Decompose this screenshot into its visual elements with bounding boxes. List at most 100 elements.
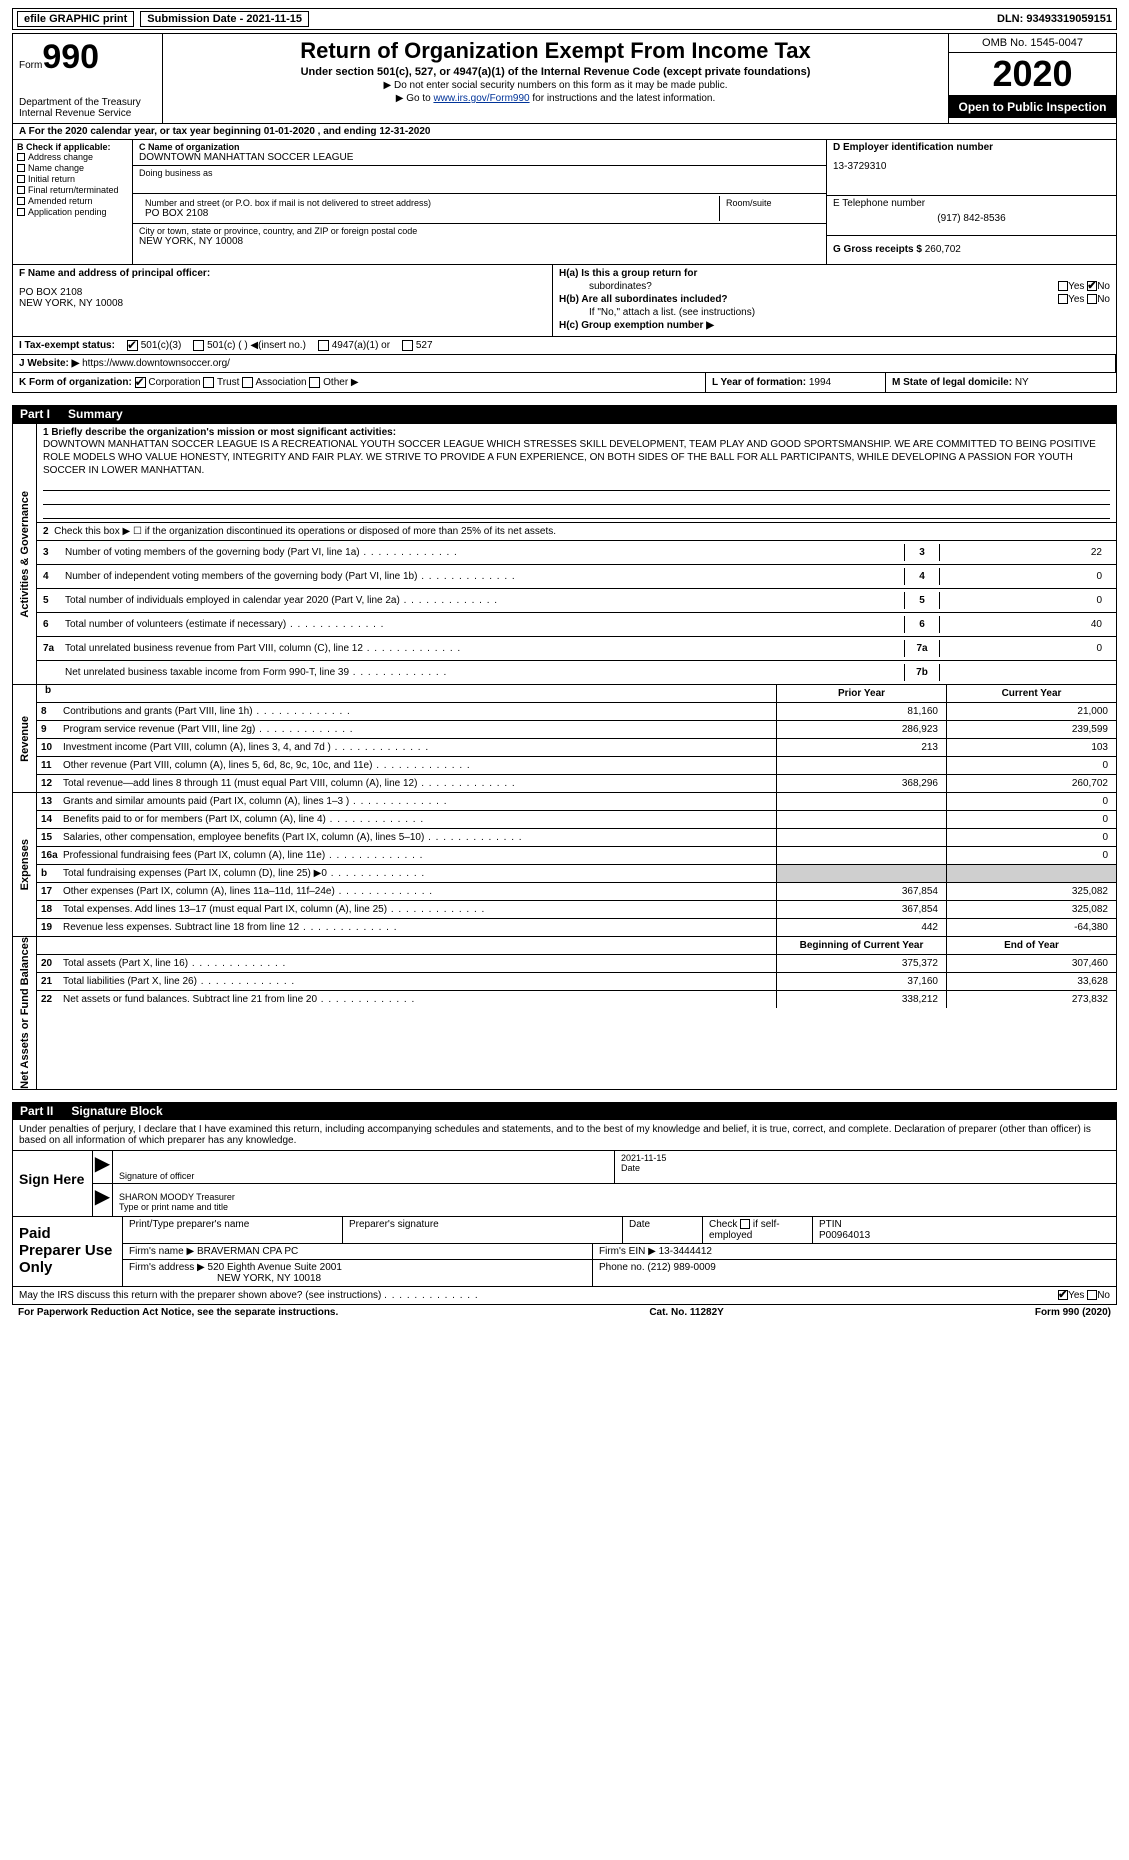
- hb-no[interactable]: [1087, 294, 1097, 304]
- fin-head-spacer: b: [37, 685, 776, 702]
- current-val: 307,460: [946, 955, 1116, 972]
- firm-ein-label: Firm's EIN ▶: [599, 1246, 656, 1257]
- efile-label: efile GRAPHIC print: [17, 11, 134, 27]
- part2-title: Signature Block: [71, 1104, 162, 1118]
- top-bar: efile GRAPHIC print Submission Date - 20…: [12, 8, 1117, 30]
- fin-row: 20Total assets (Part X, line 16)375,3723…: [37, 955, 1116, 973]
- fin-row: 11Other revenue (Part VIII, column (A), …: [37, 757, 1116, 775]
- prep-check-label: Check: [709, 1219, 737, 1230]
- row-desc: Program service revenue (Part VIII, line…: [59, 721, 776, 738]
- row-desc: Total fundraising expenses (Part IX, col…: [59, 865, 776, 882]
- gov-row: 4Number of independent voting members of…: [37, 565, 1116, 589]
- current-val: 0: [946, 757, 1116, 774]
- k-label: K Form of organization:: [19, 377, 132, 388]
- tax-period: A For the 2020 calendar year, or tax yea…: [19, 126, 430, 137]
- opt-4947: 4947(a)(1) or: [332, 340, 390, 351]
- chk-other[interactable]: [309, 377, 320, 388]
- prior-val: [776, 811, 946, 828]
- row-num: 8: [37, 703, 59, 720]
- prior-val: 442: [776, 919, 946, 936]
- chk-address-change[interactable]: Address change: [17, 152, 128, 162]
- firm-ein: 13-3444412: [659, 1246, 712, 1257]
- row-num: b: [37, 865, 59, 882]
- blank-line: [43, 479, 1110, 491]
- fin-row: 16aProfessional fundraising fees (Part I…: [37, 847, 1116, 865]
- k-other: Other ▶: [323, 377, 358, 388]
- vert-netassets: Net Assets or Fund Balances: [13, 937, 37, 1089]
- chk-501c3[interactable]: [127, 340, 138, 351]
- irs-link[interactable]: www.irs.gov/Form990: [433, 93, 529, 104]
- firm-name-label: Firm's name ▶: [129, 1246, 194, 1257]
- chk-label: Amended return: [28, 196, 93, 206]
- chk-assoc[interactable]: [242, 377, 253, 388]
- line2-text: Check this box ▶ ☐ if the organization d…: [54, 526, 556, 537]
- hb-yes[interactable]: [1058, 294, 1068, 304]
- vert-expenses: Expenses: [13, 793, 37, 936]
- m-label: M State of legal domicile:: [892, 377, 1012, 388]
- form-title: Return of Organization Exempt From Incom…: [171, 38, 940, 64]
- row-num: 16a: [37, 847, 59, 864]
- current-val: 273,832: [946, 991, 1116, 1008]
- vert-gov-text: Activities & Governance: [19, 491, 31, 618]
- chk-initial-return[interactable]: Initial return: [17, 174, 128, 184]
- chk-amended-return[interactable]: Amended return: [17, 196, 128, 206]
- chk-name-change[interactable]: Name change: [17, 163, 128, 173]
- open-inspection: Open to Public Inspection: [949, 96, 1116, 118]
- prior-val: 338,212: [776, 991, 946, 1008]
- firm-addr2: NEW YORK, NY 10018: [217, 1273, 321, 1284]
- j-label: J Website: ▶: [19, 358, 79, 369]
- discuss-no[interactable]: [1087, 1290, 1097, 1300]
- chk-trust[interactable]: [203, 377, 214, 388]
- current-val: [946, 865, 1116, 882]
- prep-self-chk[interactable]: [740, 1219, 750, 1229]
- row-desc: Net assets or fund balances. Subtract li…: [59, 991, 776, 1008]
- org-city: NEW YORK, NY 10008: [139, 236, 820, 247]
- fin-row: 8Contributions and grants (Part VIII, li…: [37, 703, 1116, 721]
- row-desc: Professional fundraising fees (Part IX, …: [59, 847, 776, 864]
- submission-date: Submission Date - 2021-11-15: [140, 11, 309, 27]
- chk-final-return[interactable]: Final return/terminated: [17, 185, 128, 195]
- ha-yes[interactable]: [1058, 281, 1068, 291]
- tax-year: 2020: [949, 53, 1116, 96]
- ha-no[interactable]: [1087, 281, 1097, 291]
- discuss-yes[interactable]: [1058, 1290, 1068, 1300]
- chk-label: Final return/terminated: [28, 185, 119, 195]
- fin-row: bTotal fundraising expenses (Part IX, co…: [37, 865, 1116, 883]
- row-num: 17: [37, 883, 59, 900]
- fin-row: 17Other expenses (Part IX, column (A), l…: [37, 883, 1116, 901]
- current-val: 0: [946, 847, 1116, 864]
- row-num: 19: [37, 919, 59, 936]
- chk-501c[interactable]: [193, 340, 204, 351]
- fin-row: 18Total expenses. Add lines 13–17 (must …: [37, 901, 1116, 919]
- row-desc: Total number of volunteers (estimate if …: [65, 619, 904, 630]
- fin-row: 9Program service revenue (Part VIII, lin…: [37, 721, 1116, 739]
- current-val: 260,702: [946, 775, 1116, 792]
- room-label: Room/suite: [726, 198, 814, 208]
- form-num: 990: [42, 38, 99, 76]
- prior-val: 286,923: [776, 721, 946, 738]
- chk-4947[interactable]: [318, 340, 329, 351]
- prior-val: 375,372: [776, 955, 946, 972]
- c-name-label: C Name of organization: [139, 142, 820, 152]
- prior-val: [776, 847, 946, 864]
- current-val: 103: [946, 739, 1116, 756]
- opt-527: 527: [416, 340, 433, 351]
- sig-arrow-icon: ▶: [93, 1151, 113, 1183]
- row-ref: 4: [904, 568, 940, 585]
- chk-corp[interactable]: [135, 377, 146, 388]
- current-val: 325,082: [946, 883, 1116, 900]
- chk-application-pending[interactable]: Application pending: [17, 207, 128, 217]
- form-note2: ▶ Go to www.irs.gov/Form990 for instruct…: [171, 93, 940, 104]
- ptin-value: P00964013: [819, 1230, 870, 1241]
- chk-527[interactable]: [402, 340, 413, 351]
- prior-val: 368,296: [776, 775, 946, 792]
- current-val: 239,599: [946, 721, 1116, 738]
- row-desc: Total expenses. Add lines 13–17 (must eq…: [59, 901, 776, 918]
- chk-label: Application pending: [28, 207, 107, 217]
- org-address: PO BOX 2108: [145, 208, 713, 219]
- row-num: 13: [37, 793, 59, 810]
- row-desc: Total revenue—add lines 8 through 11 (mu…: [59, 775, 776, 792]
- hb-label: H(b) Are all subordinates included?: [559, 294, 728, 305]
- row-val: 0: [940, 592, 1110, 609]
- ein-value: 13-3729310: [833, 161, 1110, 172]
